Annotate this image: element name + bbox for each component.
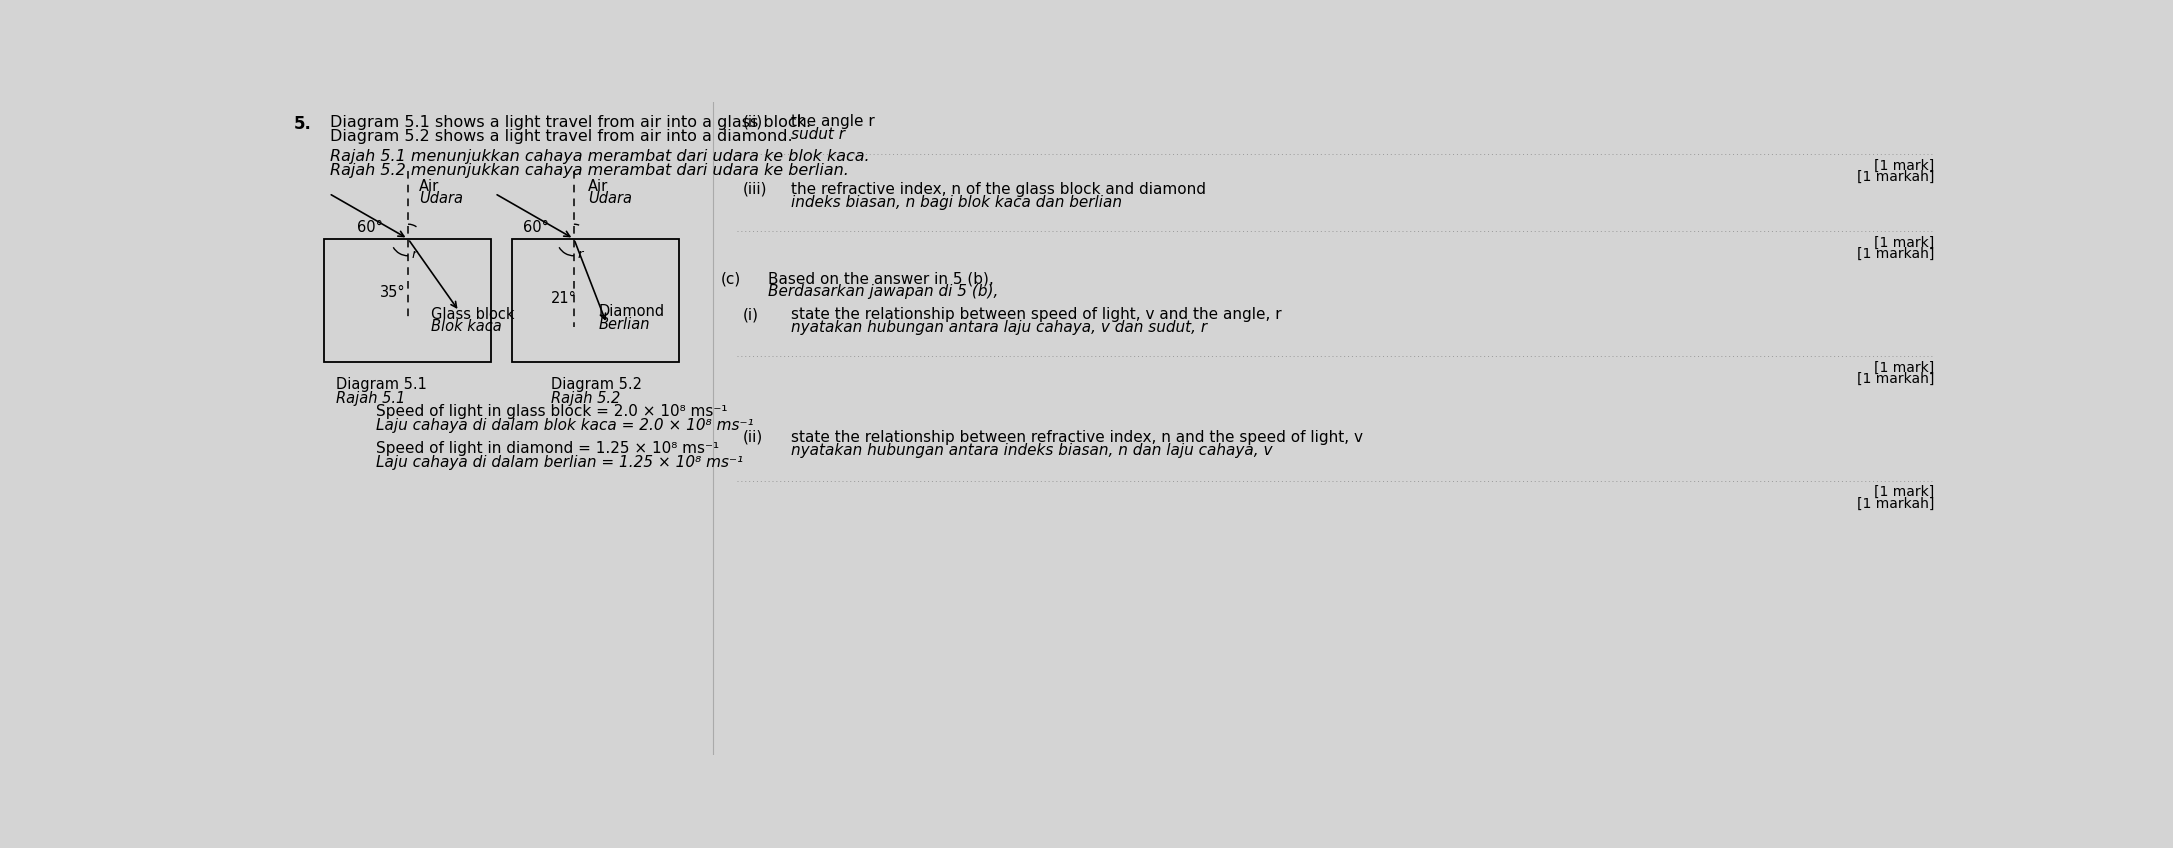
Text: state the relationship between refractive index, n and the speed of light, v: state the relationship between refractiv…	[791, 430, 1362, 445]
Text: 60°: 60°	[524, 220, 548, 235]
Text: Udara: Udara	[419, 191, 463, 206]
Text: Laju cahaya di dalam blok kaca = 2.0 × 10⁸ ms⁻¹: Laju cahaya di dalam blok kaca = 2.0 × 1…	[376, 418, 754, 433]
Text: nyatakan hubungan antara laju cahaya, v dan sudut, r: nyatakan hubungan antara laju cahaya, v …	[791, 321, 1206, 336]
Text: Laju cahaya di dalam berlian = 1.25 × 10⁸ ms⁻¹: Laju cahaya di dalam berlian = 1.25 × 10…	[376, 455, 743, 470]
Text: Berlian: Berlian	[600, 316, 650, 332]
Text: state the relationship between speed of light, v and the angle, r: state the relationship between speed of …	[791, 307, 1282, 322]
Text: 21°: 21°	[550, 291, 576, 306]
Text: Rajah 5.2 menunjukkan cahaya merambat dari udara ke berlian.: Rajah 5.2 menunjukkan cahaya merambat da…	[330, 164, 850, 178]
Text: Diagram 5.2 shows a light travel from air into a diamond.: Diagram 5.2 shows a light travel from ai…	[330, 129, 793, 143]
Text: (iii): (iii)	[743, 181, 767, 197]
Text: [1 mark]: [1 mark]	[1873, 236, 1934, 250]
Text: Speed of light in diamond = 1.25 × 10⁸ ms⁻¹: Speed of light in diamond = 1.25 × 10⁸ m…	[376, 441, 719, 455]
Text: sudut r: sudut r	[791, 127, 845, 142]
Text: the refractive index, n of the glass block and diamond: the refractive index, n of the glass blo…	[791, 181, 1206, 197]
Bar	[324, 239, 491, 362]
Text: Diamond: Diamond	[600, 304, 665, 319]
Text: the angle r: the angle r	[791, 114, 874, 129]
Text: (i): (i)	[743, 307, 758, 322]
Text: r: r	[413, 248, 417, 261]
Text: (ii): (ii)	[743, 430, 763, 445]
Text: 5.: 5.	[293, 114, 311, 133]
Text: Based on the answer in 5 (b),: Based on the answer in 5 (b),	[767, 271, 993, 286]
Text: [1 markah]: [1 markah]	[1856, 248, 1934, 261]
Text: Blok kaca: Blok kaca	[430, 319, 502, 334]
Text: (c): (c)	[721, 271, 741, 286]
Bar	[513, 239, 678, 362]
Text: nyatakan hubungan antara indeks biasan, n dan laju cahaya, v: nyatakan hubungan antara indeks biasan, …	[791, 443, 1273, 458]
Text: Rajah 5.1: Rajah 5.1	[337, 391, 404, 405]
Text: r: r	[578, 248, 582, 261]
Text: (ii): (ii)	[743, 114, 763, 129]
Text: 60°: 60°	[356, 220, 382, 235]
Text: Diagram 5.1: Diagram 5.1	[337, 377, 426, 393]
Text: [1 markah]: [1 markah]	[1856, 372, 1934, 386]
Text: [1 markah]: [1 markah]	[1856, 170, 1934, 184]
Text: [1 mark]: [1 mark]	[1873, 159, 1934, 173]
Text: [1 mark]: [1 mark]	[1873, 485, 1934, 499]
Text: Air: Air	[589, 179, 608, 193]
Text: Rajah 5.1 menunjukkan cahaya merambat dari udara ke blok kaca.: Rajah 5.1 menunjukkan cahaya merambat da…	[330, 149, 869, 165]
Text: Diagram 5.1 shows a light travel from air into a glass block.: Diagram 5.1 shows a light travel from ai…	[330, 114, 811, 130]
Text: Glass block: Glass block	[430, 307, 515, 321]
Text: Udara: Udara	[589, 191, 632, 206]
Text: Air: Air	[419, 179, 439, 193]
Text: Berdasarkan jawapan di 5 (b),: Berdasarkan jawapan di 5 (b),	[767, 284, 997, 299]
Text: 35°: 35°	[380, 285, 406, 300]
Text: Diagram 5.2: Diagram 5.2	[550, 377, 641, 393]
Text: [1 mark]: [1 mark]	[1873, 360, 1934, 375]
Text: Rajah 5.2: Rajah 5.2	[550, 391, 619, 405]
Text: Speed of light in glass block = 2.0 × 10⁸ ms⁻¹: Speed of light in glass block = 2.0 × 10…	[376, 404, 728, 419]
Text: [1 markah]: [1 markah]	[1856, 497, 1934, 510]
Text: indeks biasan, n bagi blok kaca dan berlian: indeks biasan, n bagi blok kaca dan berl…	[791, 195, 1121, 210]
